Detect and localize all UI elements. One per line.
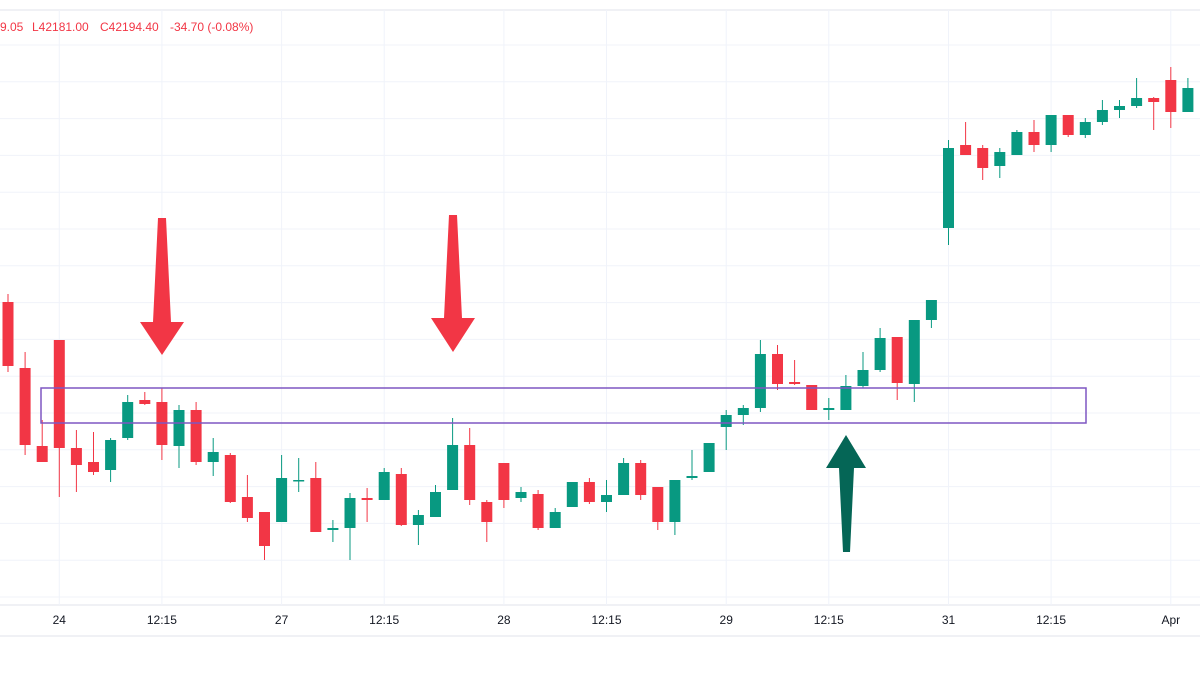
x-tick-label: 12:15 (591, 613, 621, 627)
candle-body (583, 482, 595, 502)
x-tick-label: 12:15 (1036, 613, 1066, 627)
candle-body (259, 512, 270, 546)
candle-body (481, 502, 493, 522)
candle-body (105, 440, 117, 470)
candle-body (447, 445, 459, 490)
down-arrow (431, 215, 475, 352)
candle-body (1165, 80, 1177, 112)
candle-body (1182, 88, 1194, 112)
candle-body (1045, 115, 1057, 145)
x-tick-label: 29 (720, 613, 734, 627)
candle-body (207, 452, 219, 462)
candle-body (994, 152, 1006, 166)
candle-body (908, 320, 920, 384)
candle-body (754, 354, 766, 408)
x-tick-label: 12:15 (369, 613, 399, 627)
zone-rectangle (40, 387, 1087, 424)
candle-body (1114, 106, 1125, 110)
candle-body (686, 476, 698, 478)
candle-body (88, 462, 99, 472)
candle-body (618, 463, 630, 495)
candle-body (960, 145, 972, 155)
candle-body (344, 498, 356, 528)
candle-body (36, 446, 48, 462)
candle-body (703, 443, 715, 472)
candle-body (566, 482, 578, 507)
candle-body (720, 415, 732, 427)
up-arrow (826, 435, 866, 552)
candle-body (925, 300, 937, 320)
x-tick-label: 28 (497, 613, 511, 627)
candle-body (361, 498, 373, 500)
header-low: L42181.00 (32, 20, 89, 34)
candle-body (327, 528, 339, 530)
candle-body (601, 495, 612, 502)
x-tick-label: 31 (942, 613, 956, 627)
candle-body (70, 448, 82, 465)
candles (2, 67, 1194, 560)
candle-body (874, 338, 886, 370)
candle-body (737, 408, 749, 415)
candle-body (532, 494, 544, 528)
candle-body (515, 492, 527, 498)
candle-body (977, 148, 989, 168)
x-tick-label: 12:15 (147, 613, 177, 627)
candle-body (1131, 98, 1143, 106)
candle-body (241, 497, 253, 518)
candle-body (1062, 115, 1074, 135)
candle-body (378, 472, 390, 500)
candle-body (840, 386, 852, 410)
candle-body (823, 408, 835, 410)
candle-body (635, 463, 647, 495)
candle-body (806, 385, 818, 410)
header-close: C42194.40 (100, 20, 159, 34)
candle-body (1096, 110, 1108, 122)
candle-body (430, 492, 441, 517)
down-arrow (140, 218, 184, 355)
candle-body (139, 400, 151, 404)
candle-body (464, 445, 476, 500)
candle-body (652, 487, 664, 522)
candle-body (310, 478, 322, 532)
candle-body (276, 478, 288, 522)
candle-body (891, 337, 903, 383)
x-tick-label: 27 (275, 613, 289, 627)
candle-body (772, 354, 783, 384)
x-tick-label: Apr (1161, 613, 1180, 627)
x-tick-label: 24 (53, 613, 67, 627)
x-tick-label: 12:15 (814, 613, 844, 627)
candle-body (943, 148, 954, 228)
candle-body (669, 480, 681, 522)
candle-body (789, 382, 801, 384)
header-change: -34.70 (-0.08%) (170, 20, 253, 34)
candle-body (1079, 122, 1091, 135)
candle-body (53, 340, 65, 448)
candle-body (122, 402, 134, 438)
candle-body (19, 368, 31, 445)
candle-body (857, 370, 869, 386)
candle-body (412, 515, 424, 525)
candle-body (190, 410, 202, 462)
candle-body (2, 302, 14, 366)
candle-body (498, 463, 510, 500)
candle-body (1148, 98, 1160, 102)
grid (0, 10, 1200, 605)
candle-body (549, 512, 561, 528)
candle-body (224, 455, 236, 502)
candle-body (1028, 132, 1040, 145)
candle-body (293, 480, 305, 482)
candle-body (395, 474, 407, 525)
header-high: 9.05 (0, 20, 24, 34)
candle-body (1011, 132, 1023, 155)
candle-body (173, 410, 185, 446)
